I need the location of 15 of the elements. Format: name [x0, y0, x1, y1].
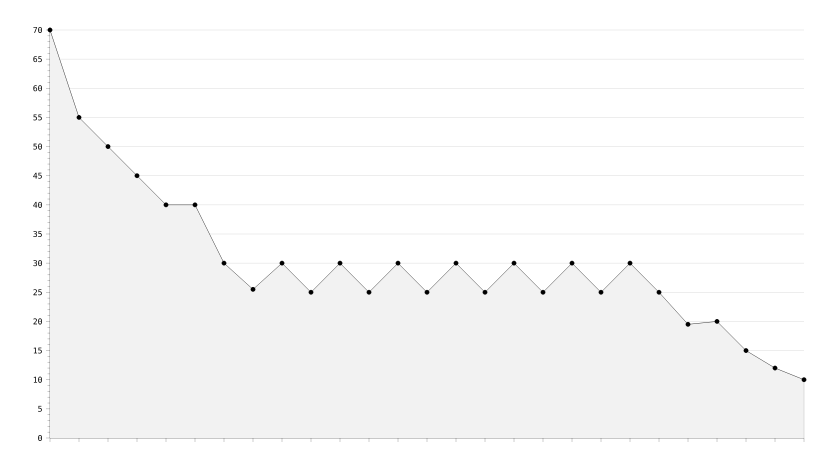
y-tick-label: 50: [33, 144, 42, 150]
y-tick-label: 35: [33, 230, 42, 238]
y-tick-label: 55: [33, 114, 42, 120]
y-tick-label: 30: [33, 260, 42, 266]
y-tick-label: 70: [33, 26, 42, 34]
y-tick-label: 10: [34, 376, 42, 383]
y-tick-label: 40: [33, 202, 42, 208]
y-tick-label: 60: [33, 85, 42, 92]
y-tick-label: 5: [38, 406, 42, 412]
y-tick-label: 25: [33, 289, 42, 296]
y-tick-label: 20: [33, 318, 42, 324]
y-tick-label: 15: [34, 348, 42, 354]
y-tick-label: 45: [33, 172, 42, 179]
y-tick-label: 0: [38, 434, 42, 442]
y-tick-label: 65: [33, 56, 42, 62]
